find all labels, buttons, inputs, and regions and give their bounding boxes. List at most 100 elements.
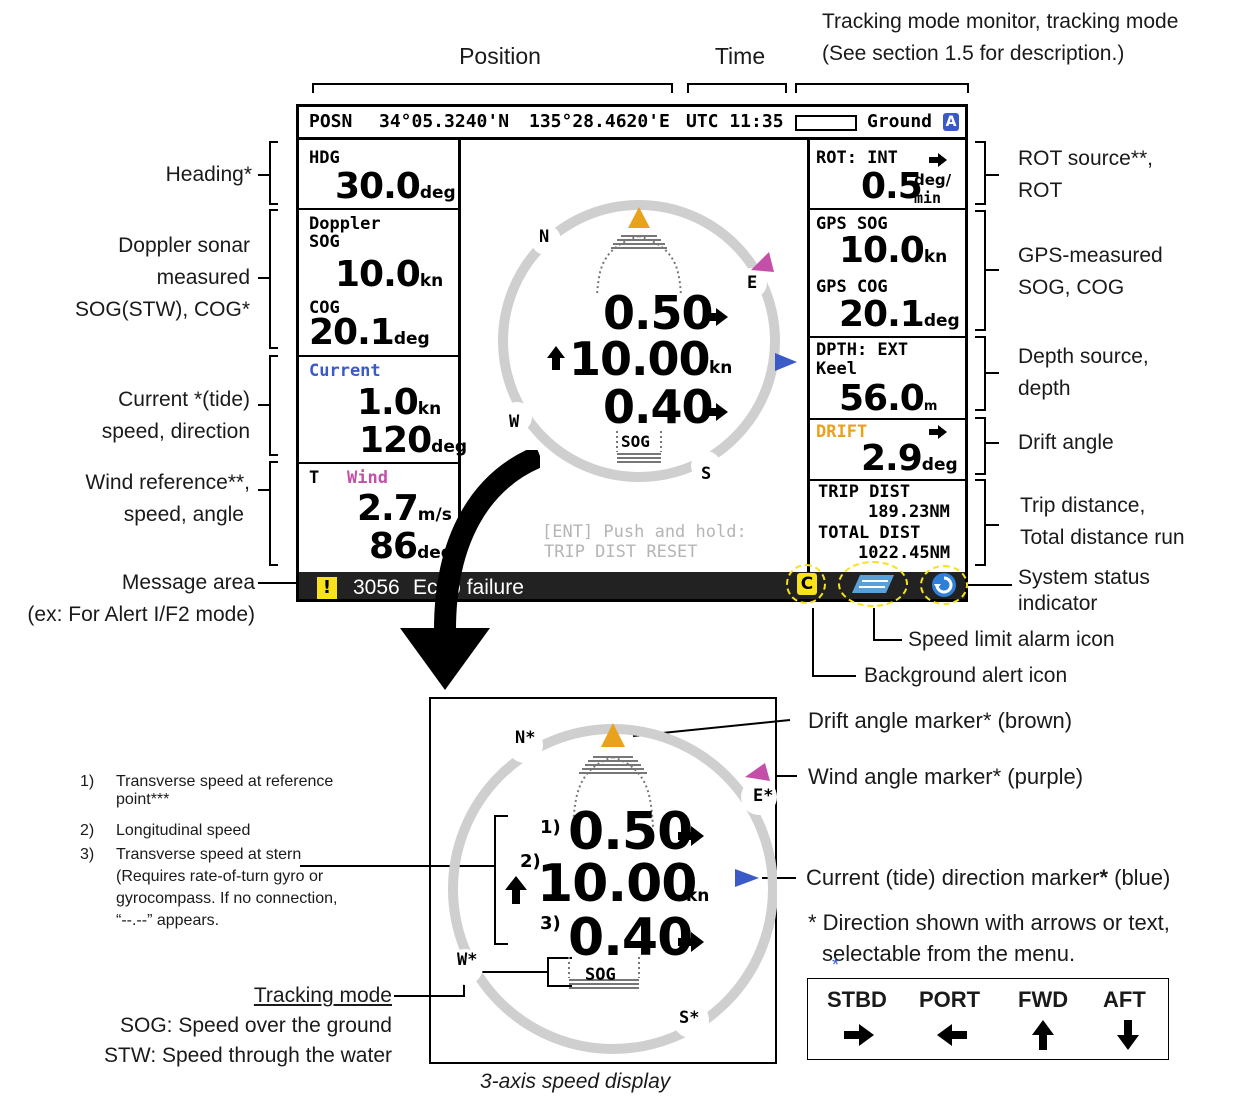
trip-dist-label: TRIP DIST [818, 482, 911, 502]
system-status-indicator [920, 565, 968, 605]
direction-legend-star: * [832, 955, 840, 975]
down-arrow-icon [1117, 1020, 1139, 1050]
time-label: Time [714, 43, 766, 69]
doppler-cog-label: COG [309, 298, 340, 318]
detail-label-3: 3) [540, 913, 561, 934]
compass-north: N [539, 227, 550, 247]
right-arrow-icon [844, 1024, 874, 1046]
doppler-label-line1: Doppler sonar [118, 234, 250, 257]
alert-warning-icon: ! [317, 577, 337, 599]
rot-direction-arrow-icon [929, 153, 947, 167]
compass-south: S [701, 464, 712, 484]
trip-dist-value: 189.23NM [868, 502, 950, 522]
status-indicator-label-line2: indicator [1018, 592, 1098, 615]
gps-cog-label: GPS COG [816, 277, 888, 297]
legend-fwd-label: FWD [1018, 987, 1069, 1012]
detail-transverse-speed: 0.50 [568, 802, 693, 862]
rot-value: 0.5 [861, 166, 923, 207]
hdg-label: HDG [309, 148, 340, 168]
depth-label-line1: Depth source, [1018, 345, 1149, 368]
detail-west: W* [457, 950, 478, 970]
current-marker-label: Current (tide) direction marker* (blue) [806, 865, 1171, 890]
detail-label-1: 1) [540, 817, 561, 838]
gps-label-line2: SOG, COG [1018, 276, 1125, 299]
tracking-monitor-label-line1: Tracking mode monitor, tracking mode [822, 10, 1179, 33]
trip-label-line1: Trip distance, [1020, 494, 1146, 517]
zoom-arrow [400, 450, 540, 690]
utc-time: UTC 11:35 [686, 111, 784, 132]
latitude: 34°05.3240'N [379, 111, 510, 132]
depth-keel-label: Keel [816, 359, 857, 379]
stw-description: STW: Speed through the water [104, 1044, 392, 1067]
current-label: Current [309, 361, 381, 381]
total-dist-label: TOTAL DIST [818, 523, 921, 543]
current-direction-value: 120deg [359, 420, 468, 461]
background-alert-icon-glyph: C [797, 573, 817, 595]
tracking-mode: Ground [867, 111, 933, 132]
wind-label-line1: Wind reference**, [85, 471, 250, 494]
detail-longitudinal-speed: 10.00 [537, 854, 697, 914]
wind-reference: T [309, 468, 320, 488]
display-screen: POSN 34°05.3240'N 135°28.4620'E UTC 11:3… [296, 104, 968, 602]
direction-legend [807, 978, 1169, 1060]
depth-source-label: DPTH: EXT [816, 340, 909, 360]
drift-angle-label: Drift angle [1018, 431, 1114, 454]
compass-west: W [509, 412, 520, 432]
gps-label-line1: GPS-measured [1018, 244, 1163, 267]
gps-cog-value: 20.1deg [839, 294, 960, 335]
drift-value: 2.9deg [861, 438, 958, 479]
note-3-number: 3) [80, 846, 95, 863]
detail-stern-arrow-icon [678, 932, 704, 952]
rot-unit-bottom: min [914, 189, 942, 207]
detail-tracking-mode: SOG [585, 965, 616, 985]
note-3-line1: Transverse speed at stern [116, 846, 302, 863]
tracking-monitor-label-line2: (See section 1.5 for description.) [822, 42, 1125, 65]
total-dist-value: 1022.45NM [858, 543, 951, 563]
wind-marker-label: Wind angle marker* (purple) [808, 764, 1084, 789]
depth-value: 56.0m [839, 378, 938, 419]
gps-sog-label: GPS SOG [816, 214, 888, 234]
center-tracking-mode: SOG [621, 432, 650, 451]
gps-sog-value: 10.0kn [839, 230, 948, 271]
trip-label-line2: Total distance run [1020, 526, 1185, 549]
system-status-icon [932, 573, 956, 597]
posn-label: POSN [309, 111, 353, 132]
trip-reset-hint-line1: [ENT] Push and hold: [542, 522, 747, 542]
wind-label-line2: speed, angle [123, 503, 244, 526]
legend-aft-label: AFT [1103, 987, 1146, 1012]
note-1-number: 1) [80, 773, 95, 790]
legend-port-label: PORT [919, 987, 981, 1012]
longitudinal-direction-arrow-icon [547, 346, 565, 370]
detail-north: N* [515, 728, 536, 748]
detail-longitudinal-unit: kn [686, 886, 710, 906]
transverse-direction-arrow-icon [704, 308, 728, 326]
rot-unit-top: deg/ [914, 171, 952, 189]
stern-transverse-speed: 0.40 [603, 380, 713, 434]
note-3-line4: “--.--” appears. [116, 912, 220, 929]
doppler-sog-label: SOG [309, 232, 340, 252]
status-indicator-label-line1: System status [1018, 566, 1150, 589]
detail-transverse-arrow-icon [678, 826, 704, 846]
speed-limit-alarm-label: Speed limit alarm icon [908, 628, 1115, 651]
tracking-mode-label: Tracking mode [253, 984, 392, 1007]
drift-marker-label: Drift angle marker* (brown) [808, 708, 1073, 733]
hdg-value: 30.0deg [335, 166, 456, 207]
message-area-example: (ex: For Alert I/F2 mode) [27, 603, 255, 626]
current-speed-value: 1.0kn [357, 382, 442, 423]
doppler-label: Doppler [309, 214, 381, 234]
up-arrow-icon [1032, 1020, 1054, 1050]
detail-compass-graphics [447, 723, 777, 1054]
detail-east: E* [753, 786, 774, 806]
note-3-line2: (Requires rate-of-turn gyro or [116, 868, 324, 885]
note-1-line2: point*** [116, 791, 170, 808]
direction-note-line2: selectable from the menu. [822, 941, 1076, 966]
wind-label: Wind [347, 468, 388, 488]
heading-label: Heading* [165, 163, 252, 186]
rot-label-line2: ROT [1018, 179, 1063, 202]
tracking-mode-badge: A [943, 113, 959, 131]
speed-limit-ship-icon [852, 575, 894, 593]
detail-stern-speed: 0.40 [568, 908, 693, 968]
position-label: Position [459, 43, 541, 69]
message-code: 3056 [353, 576, 400, 599]
